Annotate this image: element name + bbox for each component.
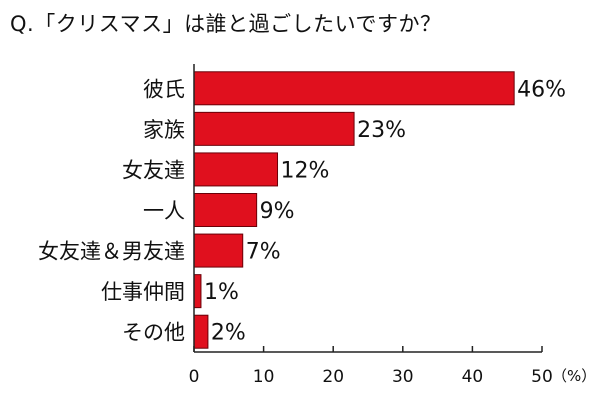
chart-title: Q.「クリスマス」は誰と過ごしたいですか？: [10, 12, 442, 36]
category-label: 仕事仲間: [101, 280, 185, 304]
category-label: 一人: [143, 199, 185, 223]
data-label: 1%: [204, 280, 239, 305]
data-label: 46%: [517, 77, 566, 102]
bar: [193, 233, 244, 268]
category-label: 女友達＆男友達: [38, 240, 185, 264]
data-label: 23%: [357, 118, 406, 143]
category-label: 家族: [143, 118, 185, 142]
category-label: 彼氏: [143, 77, 185, 101]
data-label: 9%: [260, 199, 295, 224]
x-tick-label: 50: [531, 367, 553, 387]
data-label: 2%: [211, 321, 246, 346]
bar: [193, 274, 202, 309]
bar: [193, 152, 279, 187]
x-tick-label: 0: [189, 367, 200, 387]
x-tick-label: 40: [462, 367, 484, 387]
x-tick-label: 20: [322, 367, 344, 387]
bar: [193, 71, 515, 106]
category-label: その他: [122, 321, 185, 345]
data-label: 12%: [281, 158, 330, 183]
bar: [193, 193, 258, 227]
x-unit-label: （%）: [552, 367, 596, 385]
x-tick-label: 30: [392, 367, 414, 387]
x-tick-label: 10: [253, 367, 275, 387]
bar: [193, 314, 209, 349]
data-label: 7%: [246, 240, 281, 265]
bar: [193, 111, 355, 146]
category-label: 女友達: [122, 158, 185, 182]
